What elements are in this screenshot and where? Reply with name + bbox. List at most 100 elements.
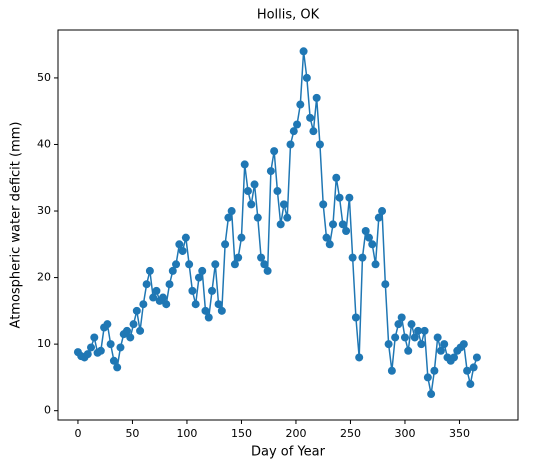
x-tick-label: 300 — [394, 427, 415, 440]
data-point — [247, 200, 256, 209]
data-point — [289, 127, 298, 136]
x-tick-label: 250 — [340, 427, 361, 440]
data-point — [364, 233, 373, 242]
x-tick-label: 200 — [285, 427, 306, 440]
data-point — [309, 127, 318, 136]
data-point — [260, 260, 269, 269]
data-point — [472, 353, 481, 362]
data-point — [329, 220, 338, 229]
data-point — [201, 306, 210, 315]
data-point — [378, 207, 387, 216]
data-point — [371, 260, 380, 269]
data-point — [109, 356, 118, 365]
data-point — [139, 300, 148, 309]
data-point — [227, 207, 236, 216]
data-point — [126, 333, 135, 342]
data-point — [142, 280, 151, 289]
data-point — [217, 306, 226, 315]
data-point — [394, 320, 403, 329]
data-point — [302, 73, 311, 82]
y-tick-label: 30 — [37, 204, 51, 217]
data-point — [368, 240, 377, 249]
data-point — [384, 340, 393, 349]
y-tick-label: 50 — [37, 71, 51, 84]
data-point — [181, 233, 190, 242]
data-point — [397, 313, 406, 322]
data-point — [427, 390, 436, 399]
data-point — [319, 200, 328, 209]
data-point — [423, 373, 432, 382]
data-point — [273, 187, 282, 196]
data-point — [103, 320, 112, 329]
data-point — [286, 140, 295, 149]
data-point — [361, 226, 370, 235]
data-point — [276, 220, 285, 229]
data-point — [263, 266, 272, 275]
x-axis-label: Day of Year — [251, 445, 326, 460]
data-point — [178, 246, 187, 255]
data-point — [335, 193, 344, 202]
y-tick-label: 20 — [37, 271, 51, 284]
data-point — [113, 363, 122, 372]
data-point — [145, 266, 154, 275]
data-point — [211, 260, 220, 269]
data-point — [90, 333, 99, 342]
data-point — [250, 180, 259, 189]
data-point — [450, 353, 459, 362]
data-point — [440, 340, 449, 349]
data-point — [283, 213, 292, 222]
y-axis-label: Atmospheric water deficit (mm) — [9, 122, 24, 329]
data-point — [172, 260, 181, 269]
data-point — [374, 213, 383, 222]
data-point — [198, 266, 207, 275]
data-point — [149, 293, 158, 302]
data-point — [381, 280, 390, 289]
data-point — [266, 167, 275, 176]
x-tick-label: 0 — [74, 427, 81, 440]
data-point — [407, 320, 416, 329]
data-point — [208, 286, 217, 295]
data-point — [358, 253, 367, 262]
data-point — [234, 253, 243, 262]
data-point — [237, 233, 246, 242]
data-point — [188, 286, 197, 295]
x-tick-label: 100 — [176, 427, 197, 440]
data-point — [420, 326, 429, 335]
data-point — [243, 187, 252, 196]
data-point — [430, 366, 439, 375]
data-point — [221, 240, 230, 249]
data-point — [391, 333, 400, 342]
data-point — [230, 260, 239, 269]
x-tick-label: 350 — [449, 427, 470, 440]
data-point — [459, 340, 468, 349]
data-point — [306, 113, 315, 122]
y-tick-label: 40 — [37, 137, 51, 150]
data-point — [469, 363, 478, 372]
data-point — [342, 226, 351, 235]
data-point — [332, 173, 341, 182]
data-point — [293, 120, 302, 129]
data-point — [175, 240, 184, 249]
data-point — [106, 340, 115, 349]
data-point — [433, 333, 442, 342]
data-point — [240, 160, 249, 169]
data-point — [204, 313, 213, 322]
data-point — [83, 350, 92, 359]
data-point — [410, 333, 419, 342]
data-point — [123, 326, 131, 335]
y-tick-label: 0 — [44, 404, 51, 417]
data-point — [436, 346, 445, 355]
data-point — [87, 343, 96, 352]
data-point — [348, 253, 357, 262]
data-point — [185, 260, 194, 269]
data-point — [299, 47, 308, 56]
data-point — [152, 286, 161, 295]
data-point — [387, 366, 396, 375]
data-point — [214, 300, 223, 309]
data-point — [270, 147, 279, 156]
data-point — [325, 240, 334, 249]
x-tick-label: 50 — [125, 427, 139, 440]
data-point — [417, 340, 426, 349]
y-tick-label: 10 — [37, 337, 51, 350]
